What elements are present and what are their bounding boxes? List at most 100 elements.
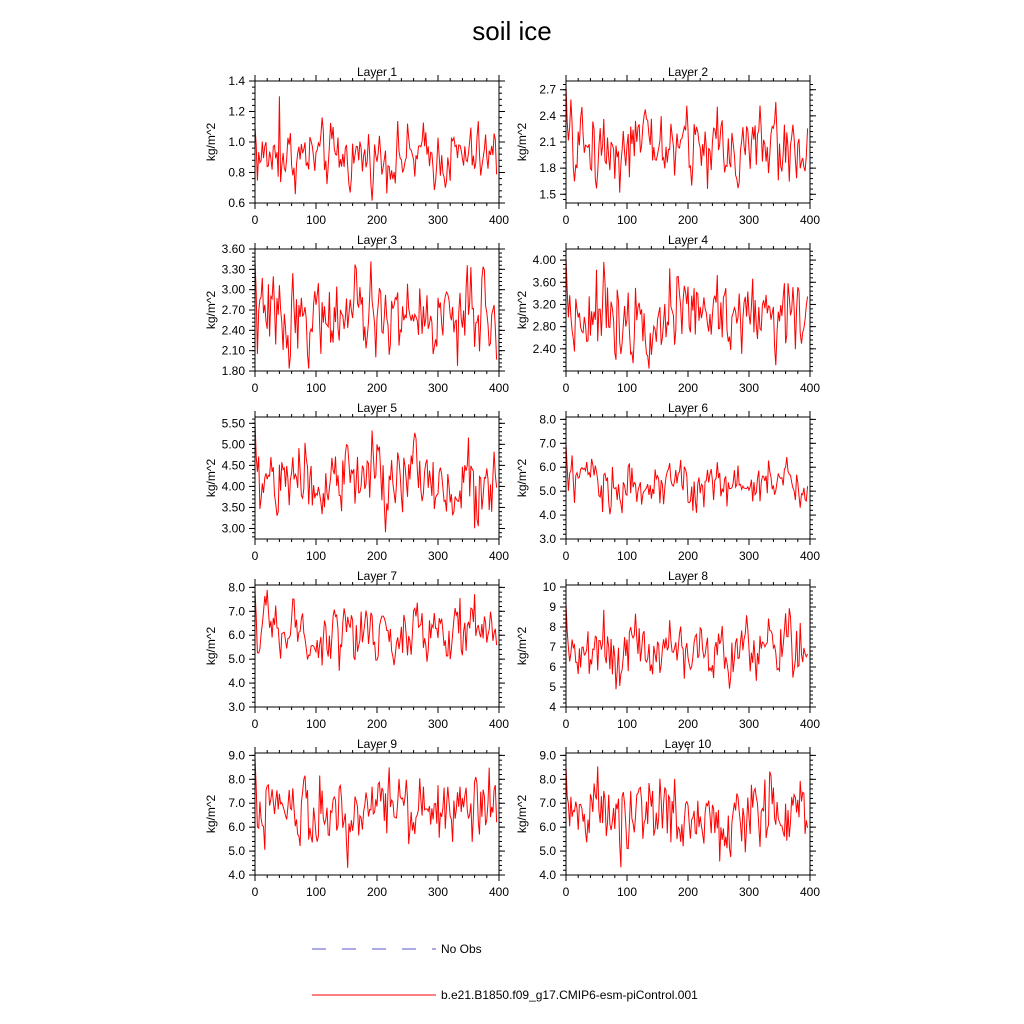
x-tick-label: 300 — [739, 885, 759, 899]
panel-title: Layer 4 — [668, 233, 708, 247]
y-tick-label: 2.7 — [539, 83, 556, 97]
x-tick-label: 300 — [739, 381, 759, 395]
x-tick-label: 0 — [563, 549, 570, 563]
series-line-layer-2 — [565, 85, 809, 193]
y-tick-label: 4 — [549, 700, 556, 714]
x-tick-label: 400 — [489, 885, 509, 899]
series-line-layer-8 — [565, 602, 809, 690]
y-axis-label: kg/m^2 — [515, 627, 529, 666]
x-tick-label: 100 — [306, 717, 326, 731]
y-tick-label: 8.0 — [539, 772, 556, 786]
y-tick-label: 1.4 — [228, 74, 245, 88]
x-tick-label: 400 — [489, 381, 509, 395]
x-tick-label: 100 — [306, 213, 326, 227]
x-tick-label: 100 — [617, 885, 637, 899]
y-tick-label: 4.0 — [539, 868, 556, 882]
x-tick-label: 200 — [367, 549, 387, 563]
panel-title: Layer 1 — [357, 65, 397, 79]
x-tick-label: 200 — [367, 717, 387, 731]
series-line-layer-9 — [254, 757, 498, 868]
y-tick-label: 3.60 — [533, 275, 557, 289]
y-tick-label: 8.0 — [228, 580, 245, 594]
y-tick-label: 2.80 — [533, 320, 557, 334]
y-tick-label: 8 — [549, 620, 556, 634]
y-tick-label: 5.0 — [228, 844, 245, 858]
y-tick-label: 3.20 — [533, 297, 557, 311]
x-tick-label: 200 — [678, 549, 698, 563]
y-tick-label: 5.00 — [222, 437, 246, 451]
x-tick-label: 0 — [252, 885, 259, 899]
y-tick-label: 1.80 — [222, 364, 246, 378]
y-tick-label: 5.0 — [539, 484, 556, 498]
y-axis-label: kg/m^2 — [204, 123, 218, 162]
plot-frame — [565, 416, 811, 540]
x-tick-label: 400 — [489, 549, 509, 563]
x-tick-label: 400 — [800, 381, 820, 395]
x-tick-label: 200 — [678, 213, 698, 227]
y-tick-label: 9.0 — [228, 748, 245, 762]
y-tick-label: 7.0 — [228, 796, 245, 810]
y-axis-label: kg/m^2 — [515, 291, 529, 330]
series-line-layer-7 — [254, 589, 498, 671]
x-tick-label: 300 — [428, 885, 448, 899]
y-tick-label: 2.1 — [539, 135, 556, 149]
x-tick-label: 400 — [489, 213, 509, 227]
y-tick-label: 2.4 — [539, 109, 556, 123]
x-tick-label: 400 — [489, 717, 509, 731]
y-tick-label: 5.50 — [222, 416, 246, 430]
y-tick-label: 7.0 — [539, 796, 556, 810]
y-tick-label: 1.2 — [228, 105, 245, 119]
y-axis-label: kg/m^2 — [204, 291, 218, 330]
x-tick-label: 0 — [563, 717, 570, 731]
x-tick-label: 100 — [617, 213, 637, 227]
x-tick-label: 200 — [367, 885, 387, 899]
x-tick-label: 100 — [617, 717, 637, 731]
y-tick-label: 5.0 — [539, 844, 556, 858]
x-tick-label: 100 — [306, 381, 326, 395]
y-tick-label: 4.0 — [539, 508, 556, 522]
y-tick-label: 4.0 — [228, 676, 245, 690]
y-tick-label: 9.0 — [539, 748, 556, 762]
x-tick-label: 100 — [617, 549, 637, 563]
series-line-layer-6 — [565, 443, 809, 515]
y-tick-label: 4.50 — [222, 458, 246, 472]
panel-title: Layer 6 — [668, 401, 708, 415]
panel-layer-7: Layer 7 kg/m^2 0 100 200 300 400 3.0 4.0 5.0 6.0 7.… — [204, 569, 509, 731]
x-tick-label: 200 — [678, 717, 698, 731]
y-tick-label: 6 — [549, 660, 556, 674]
y-tick-label: 3.30 — [222, 262, 246, 276]
y-tick-label: 7 — [549, 640, 556, 654]
series-line-layer-4 — [565, 257, 809, 369]
x-tick-label: 300 — [739, 717, 759, 731]
y-tick-label: 7.0 — [228, 604, 245, 618]
y-tick-label: 6.0 — [539, 820, 556, 834]
panel-layer-2: Layer 2 kg/m^2 0 100 200 300 400 1.5 1.8 2.1 2.4 2.… — [515, 65, 820, 227]
y-axis-label: kg/m^2 — [204, 627, 218, 666]
x-tick-label: 0 — [563, 381, 570, 395]
y-tick-label: 3.60 — [222, 242, 246, 256]
y-axis-label: kg/m^2 — [515, 123, 529, 162]
series-line-layer-1 — [254, 96, 498, 201]
y-tick-label: 4.00 — [222, 479, 246, 493]
series-line-layer-3 — [254, 259, 498, 369]
panel-layer-3: Layer 3 kg/m^2 0 100 200 300 400 1.80 2.10 2.40 2.… — [204, 233, 509, 395]
y-tick-label: 3.0 — [539, 532, 556, 546]
x-tick-label: 300 — [428, 213, 448, 227]
legend-label-model: b.e21.B1850.f09_g17.CMIP6-esm-piControl.… — [441, 988, 698, 1002]
y-tick-label: 0.8 — [228, 166, 245, 180]
x-tick-label: 100 — [306, 885, 326, 899]
y-tick-label: 1.5 — [539, 187, 556, 201]
plot-frame — [254, 80, 500, 204]
panel-layer-6: Layer 6 kg/m^2 0 100 200 300 400 3.0 4.0 5.0 6.0 7.… — [515, 401, 820, 563]
x-tick-label: 300 — [428, 717, 448, 731]
x-tick-label: 400 — [800, 885, 820, 899]
x-tick-label: 400 — [800, 549, 820, 563]
y-tick-label: 0.6 — [228, 196, 245, 210]
y-tick-label: 2.40 — [222, 323, 246, 337]
y-tick-label: 3.00 — [222, 283, 246, 297]
x-tick-label: 400 — [800, 213, 820, 227]
panel-title: Layer 9 — [357, 737, 397, 751]
y-tick-label: 6.0 — [539, 460, 556, 474]
panel-title: Layer 5 — [357, 401, 397, 415]
